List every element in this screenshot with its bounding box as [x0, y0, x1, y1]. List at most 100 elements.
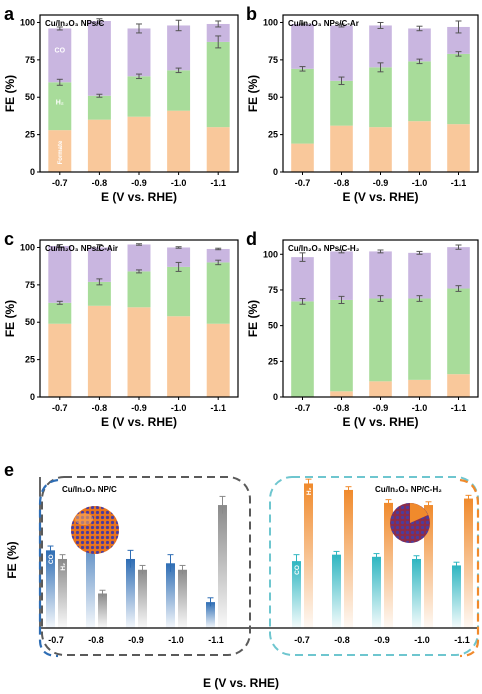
bar-b--1.1-s1	[447, 53, 470, 125]
error-bar-b--0.7-total	[299, 22, 306, 26]
y-tick-label-100: 100	[20, 17, 35, 27]
y-tick-label-25: 25	[268, 130, 278, 140]
bar-d--1.1-s2	[447, 247, 470, 289]
bar-d--0.9-s0	[369, 381, 392, 397]
x-tick-label-e--1.1: -1.1	[454, 635, 470, 645]
bar-b--0.9-s1	[369, 67, 392, 128]
inbar-label-co: CO	[55, 47, 66, 54]
bar-b--1.1-s2	[447, 26, 470, 54]
bar-d--0.8-s2	[330, 251, 353, 300]
panel-title: Cu/In₂O₃ NPs/C-Ar	[288, 19, 359, 28]
bar-e-right_group--0.7-1	[304, 483, 313, 628]
y-axis-label: FE (%)	[3, 75, 17, 112]
x-tick-label-e--0.8: -0.8	[88, 635, 104, 645]
y-axis-label-e: FE (%)	[5, 541, 19, 578]
error-bar-c--1.0-formate+h2	[175, 261, 182, 272]
bar-a--1.1-s1	[206, 41, 230, 128]
bar-d--0.8-s1	[330, 299, 353, 392]
bar-a--0.8-s2	[87, 20, 111, 96]
error-bar-a--0.7-total	[56, 26, 63, 31]
bar-c--0.7-s0	[48, 323, 72, 397]
bar-a--1.1-s0	[206, 127, 230, 172]
y-axis-label: FE (%)	[246, 75, 260, 112]
bar-c--1.0-s0	[167, 316, 191, 397]
bar-b--0.8-s2	[330, 25, 353, 81]
bar-b--1.0-s0	[408, 121, 431, 172]
y-tick-label-50: 50	[25, 317, 35, 327]
error-bar-c--0.9-formate+h2	[136, 269, 142, 274]
bar-d--0.7-s2	[291, 257, 314, 302]
bar-e-right_group--1.0-0	[412, 558, 421, 628]
bar-c--1.1-s1	[206, 262, 230, 324]
bar-e-right_group--1.1-0	[452, 565, 461, 628]
error-bar-c--0.8-total	[96, 243, 103, 251]
bar-c--1.1-s2	[206, 248, 230, 263]
panel-letter-e: e	[4, 460, 14, 480]
error-bar-d--0.9-total	[377, 249, 384, 254]
bar-e-left_group--1.0-0	[166, 563, 175, 628]
error-bar-b--1.0-formate+h2	[416, 58, 423, 65]
x-tick-label--0.8: -0.8	[92, 178, 108, 188]
bar-d--0.8-s0	[330, 391, 353, 397]
bar-e-right_group--0.8-0	[332, 554, 341, 628]
panel-title: Cu/In₂O₃ NPs/C-Air	[45, 244, 118, 253]
bar-a--0.8-s1	[87, 95, 111, 120]
y-tick-label-100: 100	[263, 249, 278, 259]
y-tick-label-75: 75	[25, 280, 35, 290]
panel-b: -0.7 -0.8 -0.9 -1.0 -1.1 0 25 50 75 100 Cu/In₂O₃ N…	[246, 14, 479, 204]
x-tick-label--1.0: -1.0	[171, 178, 187, 188]
bar-e-right_group--0.8-1	[344, 489, 353, 628]
error-bar-c--0.7-formate+h2	[56, 300, 63, 305]
y-tick-label-25: 25	[25, 355, 35, 365]
error-bar-b--1.0-total	[416, 25, 423, 32]
error-bar-c--1.1-total	[215, 247, 222, 251]
bar-b--0.8-s0	[330, 125, 353, 172]
panel-e: -0.7 -0.8 -0.9 -1.0 -1.1 CO H₂ -0.7 -0.8 -0.9 -1.0…	[5, 477, 478, 690]
bar-d--0.9-s2	[369, 251, 392, 299]
x-tick-label--0.9: -0.9	[373, 403, 389, 413]
x-tick-label--0.8: -0.8	[334, 403, 350, 413]
x-tick-label-e--0.8: -0.8	[334, 635, 350, 645]
y-tick-label-50: 50	[25, 92, 35, 102]
y-tick-label-0: 0	[273, 392, 278, 402]
y-tick-label-0: 0	[30, 167, 35, 177]
bar-e-right_group--0.9-0	[372, 556, 381, 628]
inbar-label-e-right_group-0: CO	[294, 565, 301, 575]
error-bar-d--0.8-formate+h2	[338, 295, 345, 305]
x-tick-label--1.1: -1.1	[451, 178, 467, 188]
error-bar-a--0.9-formate+h2	[136, 73, 142, 80]
panel-e-title-left: Cu/In₂O₃ NP/C	[62, 485, 117, 494]
error-bar-a--0.7-formate+h2	[56, 78, 63, 86]
bar-c--0.9-s2	[127, 244, 151, 272]
x-tick-label--0.8: -0.8	[334, 178, 350, 188]
x-tick-label--1.0: -1.0	[412, 403, 428, 413]
error-bar-b--0.9-formate+h2	[377, 62, 384, 73]
x-tick-label--0.7: -0.7	[52, 403, 68, 413]
bar-d--1.0-s1	[408, 298, 431, 380]
y-tick-label-0: 0	[273, 167, 278, 177]
x-tick-label-e--0.7: -0.7	[294, 635, 310, 645]
bar-c--1.1-s0	[206, 323, 230, 397]
panel-letter-c: c	[4, 229, 14, 249]
bar-c--0.7-s2	[48, 245, 72, 303]
right-group-orange-accent	[459, 478, 480, 658]
bar-e-right_group--1.0-1	[424, 505, 433, 628]
x-axis-label-e: E (V vs. RHE)	[203, 676, 279, 690]
bar-c--1.0-s2	[167, 247, 191, 267]
x-tick-label--1.0: -1.0	[412, 178, 428, 188]
bar-c--0.9-s1	[127, 271, 151, 308]
error-bar-c--0.7-total	[56, 243, 63, 248]
x-tick-label-e--0.7: -0.7	[48, 635, 64, 645]
error-bar-b--0.9-total	[377, 21, 384, 29]
bar-a--0.7-s1	[48, 82, 72, 131]
error-bar-a--0.8-total	[96, 18, 103, 24]
bar-d--1.0-s2	[408, 252, 431, 299]
x-tick-label--0.9: -0.9	[373, 178, 389, 188]
particle-illustration-left	[71, 506, 119, 554]
x-tick-label-e--1.1: -1.1	[208, 635, 224, 645]
panel-c: -0.7 -0.8 -0.9 -1.0 -1.1 0 25 50 75 100 Cu/In₂O₃ N…	[3, 239, 239, 429]
plot-frame	[39, 239, 239, 398]
plot-frame	[282, 239, 479, 398]
plot-frame	[39, 14, 239, 173]
bar-d--0.9-s1	[369, 298, 392, 382]
